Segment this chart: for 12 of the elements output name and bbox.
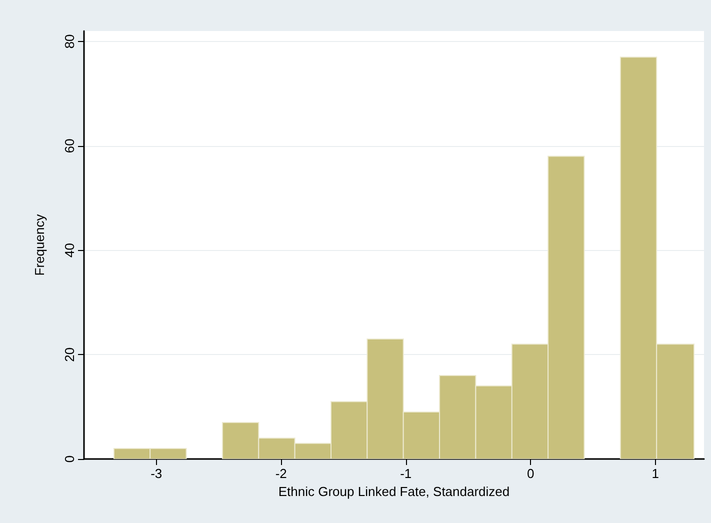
x-tick-label: -2 [275, 466, 287, 481]
y-tick-label: 80 [62, 34, 77, 49]
y-axis-title: Frequency [32, 214, 47, 276]
y-tick-label: 0 [62, 455, 77, 463]
x-tick-label: -3 [150, 466, 162, 481]
y-tick-label: 40 [62, 242, 77, 258]
x-axis-title: Ethnic Group Linked Fate, Standardized [278, 484, 510, 499]
y-tick-label: 20 [62, 347, 77, 362]
x-tick-label: 0 [526, 466, 534, 481]
y-tick-label: 60 [62, 138, 77, 154]
x-tick-label: 1 [652, 466, 659, 481]
x-tick-label: -1 [400, 466, 412, 481]
